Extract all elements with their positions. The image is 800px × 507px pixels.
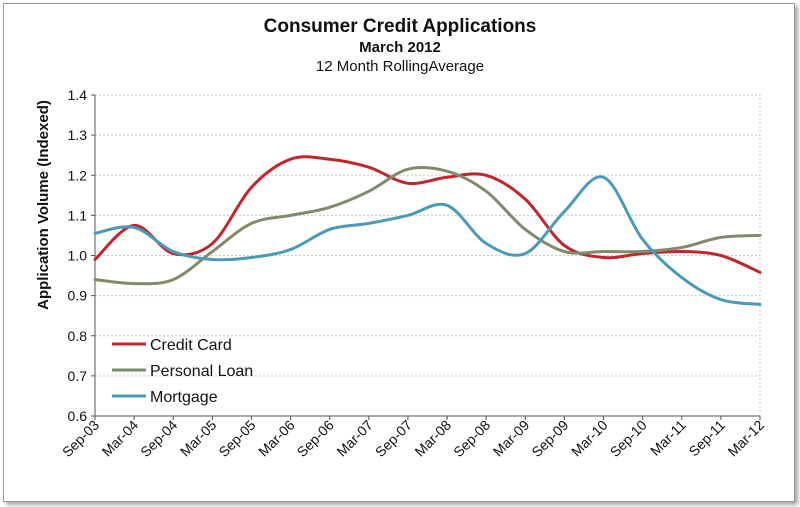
legend: Credit Card Personal Loan Mortgage xyxy=(112,337,253,406)
x-tick-label: Mar-08 xyxy=(411,417,454,460)
y-tick-label: 1.2 xyxy=(68,167,88,183)
x-tick-label: Mar-04 xyxy=(99,417,142,460)
chart-subtitle-2: 12 Month RollingAverage xyxy=(315,58,485,75)
legend-label: Personal Loan xyxy=(150,363,253,380)
series-line-credit-card xyxy=(93,155,762,274)
y-tick-label: 1.3 xyxy=(68,127,88,143)
y-tick-label: 1.4 xyxy=(68,87,88,103)
x-tick-label: Mar-10 xyxy=(568,417,611,460)
chart-title: Consumer Credit Applications xyxy=(263,16,537,37)
x-tick-label: Sep-09 xyxy=(528,417,571,460)
y-axis-label: Application Volume (Indexed) xyxy=(35,100,52,310)
legend-label: Credit Card xyxy=(150,337,232,354)
y-tick-label: 0.8 xyxy=(68,328,88,344)
y-tick-label: 0.7 xyxy=(68,368,88,384)
series-line-mortgage xyxy=(93,175,762,306)
x-tick-label: Mar-09 xyxy=(490,417,533,460)
x-tick-label: Sep-08 xyxy=(450,417,493,460)
x-tick-label: Sep-06 xyxy=(294,417,337,460)
legend-label: Mortgage xyxy=(150,389,218,406)
x-tick-label: Sep-10 xyxy=(607,417,650,460)
x-tick-labels: Sep-03Mar-04Sep-04Mar-05Sep-05Mar-06Sep-… xyxy=(59,416,767,460)
series-line-personal-loan xyxy=(93,165,762,286)
x-tick-label: Mar-06 xyxy=(255,417,298,460)
x-tick-label: Sep-11 xyxy=(685,417,728,460)
x-tick-label: Sep-07 xyxy=(372,417,415,460)
y-tick-labels: 0.6 0.7 0.8 0.9 1.0 1.1 1.2 1.3 1.4 xyxy=(68,87,95,424)
x-tick-label: Mar-05 xyxy=(177,417,220,460)
chart-subtitle: March 2012 xyxy=(359,39,441,56)
series-lines xyxy=(93,155,762,306)
x-tick-label: Mar-12 xyxy=(724,417,767,460)
x-tick-label: Sep-05 xyxy=(215,417,258,460)
y-tick-label: 1.0 xyxy=(68,248,88,264)
y-tick-label: 0.6 xyxy=(68,408,88,424)
x-tick-label: Sep-04 xyxy=(137,417,180,460)
x-tick-label: Mar-07 xyxy=(333,417,376,460)
y-tick-label: 1.1 xyxy=(68,207,88,223)
x-tick-label: Mar-11 xyxy=(647,417,689,459)
title-block: Consumer Credit Applications March 2012 … xyxy=(0,16,800,77)
y-tick-label: 0.9 xyxy=(68,288,88,304)
